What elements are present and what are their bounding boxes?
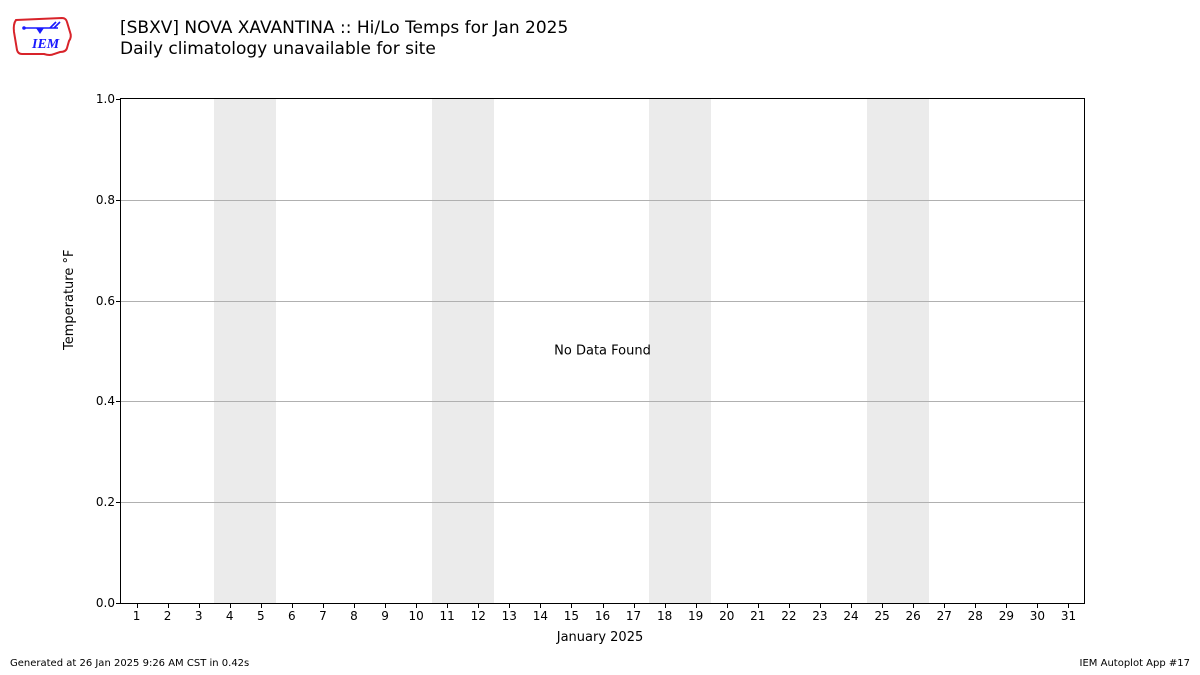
y-tick-label: 0.8 xyxy=(96,193,115,207)
x-tick-label: 24 xyxy=(843,609,858,623)
y-tick-label: 0.6 xyxy=(96,294,115,308)
iem-logo: IEM xyxy=(10,12,80,62)
x-tick-label: 16 xyxy=(595,609,610,623)
weekend-band xyxy=(867,99,929,603)
chart-title-line1: [SBXV] NOVA XAVANTINA :: Hi/Lo Temps for… xyxy=(120,18,568,39)
x-tick-label: 22 xyxy=(781,609,796,623)
x-tick-mark xyxy=(168,603,169,608)
x-tick-label: 3 xyxy=(195,609,203,623)
y-tick-mark xyxy=(116,603,121,604)
chart-title: [SBXV] NOVA XAVANTINA :: Hi/Lo Temps for… xyxy=(120,18,568,61)
x-tick-label: 14 xyxy=(533,609,548,623)
x-tick-mark xyxy=(1006,603,1007,608)
x-tick-label: 4 xyxy=(226,609,234,623)
plot-area: No Data Found 0.00.20.40.60.81.012345678… xyxy=(120,98,1085,604)
gridline xyxy=(121,401,1084,402)
x-tick-mark xyxy=(727,603,728,608)
x-tick-mark xyxy=(509,603,510,608)
x-tick-label: 20 xyxy=(719,609,734,623)
x-tick-label: 8 xyxy=(350,609,358,623)
footer-generated: Generated at 26 Jan 2025 9:26 AM CST in … xyxy=(10,658,249,669)
weekend-band xyxy=(432,99,494,603)
x-tick-label: 25 xyxy=(874,609,889,623)
weekend-band xyxy=(649,99,711,603)
x-axis-label: January 2025 xyxy=(0,630,1200,645)
x-tick-mark xyxy=(975,603,976,608)
y-tick-mark xyxy=(116,401,121,402)
x-tick-label: 17 xyxy=(626,609,641,623)
x-tick-mark xyxy=(540,603,541,608)
page: IEM [SBXV] NOVA XAVANTINA :: Hi/Lo Temps… xyxy=(0,0,1200,675)
x-tick-mark xyxy=(416,603,417,608)
x-tick-mark xyxy=(230,603,231,608)
y-tick-label: 0.0 xyxy=(96,596,115,610)
gridline xyxy=(121,502,1084,503)
y-tick-mark xyxy=(116,200,121,201)
x-tick-label: 29 xyxy=(999,609,1014,623)
x-tick-mark xyxy=(789,603,790,608)
x-tick-label: 30 xyxy=(1030,609,1045,623)
x-tick-mark xyxy=(447,603,448,608)
x-tick-label: 11 xyxy=(440,609,455,623)
x-tick-label: 31 xyxy=(1061,609,1076,623)
x-tick-label: 10 xyxy=(408,609,423,623)
x-tick-label: 6 xyxy=(288,609,296,623)
y-tick-label: 0.2 xyxy=(96,495,115,509)
y-axis-label: Temperature °F xyxy=(62,250,77,350)
y-tick-mark xyxy=(116,502,121,503)
svg-text:IEM: IEM xyxy=(31,37,60,52)
x-tick-mark xyxy=(944,603,945,608)
x-tick-label: 13 xyxy=(502,609,517,623)
x-tick-mark xyxy=(1068,603,1069,608)
x-tick-label: 26 xyxy=(906,609,921,623)
x-tick-label: 9 xyxy=(381,609,389,623)
y-tick-mark xyxy=(116,301,121,302)
x-tick-mark xyxy=(696,603,697,608)
x-tick-mark xyxy=(478,603,479,608)
chart-title-line2: Daily climatology unavailable for site xyxy=(120,39,568,60)
x-tick-mark xyxy=(385,603,386,608)
x-tick-mark xyxy=(1037,603,1038,608)
x-tick-label: 21 xyxy=(750,609,765,623)
x-tick-label: 18 xyxy=(657,609,672,623)
x-tick-mark xyxy=(851,603,852,608)
x-tick-label: 1 xyxy=(133,609,141,623)
x-tick-label: 28 xyxy=(968,609,983,623)
x-tick-label: 5 xyxy=(257,609,265,623)
gridline xyxy=(121,200,1084,201)
x-tick-mark xyxy=(758,603,759,608)
footer-appid: IEM Autoplot App #17 xyxy=(1080,658,1190,669)
x-tick-label: 19 xyxy=(688,609,703,623)
x-tick-label: 7 xyxy=(319,609,327,623)
x-tick-mark xyxy=(137,603,138,608)
y-tick-label: 0.4 xyxy=(96,394,115,408)
x-tick-label: 27 xyxy=(937,609,952,623)
x-tick-label: 23 xyxy=(812,609,827,623)
x-tick-mark xyxy=(603,603,604,608)
x-tick-label: 12 xyxy=(471,609,486,623)
weekend-band xyxy=(214,99,276,603)
x-tick-mark xyxy=(634,603,635,608)
x-tick-mark xyxy=(261,603,262,608)
gridline xyxy=(121,301,1084,302)
x-tick-mark xyxy=(292,603,293,608)
x-tick-mark xyxy=(820,603,821,608)
no-data-text: No Data Found xyxy=(554,344,651,359)
x-tick-mark xyxy=(665,603,666,608)
x-tick-mark xyxy=(354,603,355,608)
y-tick-label: 1.0 xyxy=(96,92,115,106)
x-tick-label: 2 xyxy=(164,609,172,623)
x-tick-mark xyxy=(199,603,200,608)
x-tick-mark xyxy=(913,603,914,608)
x-tick-mark xyxy=(882,603,883,608)
x-tick-label: 15 xyxy=(564,609,579,623)
x-tick-mark xyxy=(323,603,324,608)
y-tick-mark xyxy=(116,99,121,100)
x-tick-mark xyxy=(571,603,572,608)
